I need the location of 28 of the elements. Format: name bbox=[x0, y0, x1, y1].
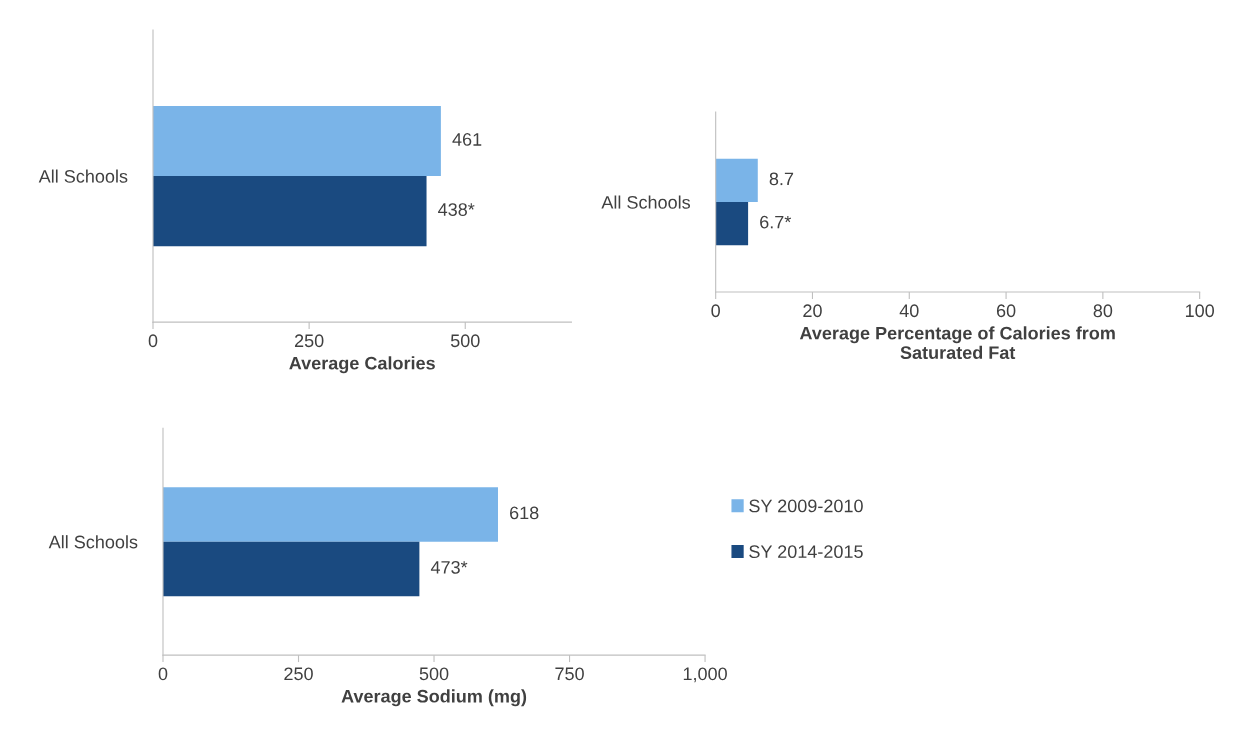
x-tick-label: 60 bbox=[996, 304, 1016, 318]
x-tick-label: 40 bbox=[899, 304, 919, 318]
x-tick-label: 750 bbox=[555, 667, 584, 681]
data-label: 8.7 bbox=[769, 172, 794, 186]
data-label: 473* bbox=[430, 560, 468, 574]
data-label: 6.7* bbox=[760, 215, 792, 229]
x-tick-label: 0 bbox=[711, 304, 720, 318]
x-tick-label: 0 bbox=[158, 667, 168, 681]
x-tick-label: 80 bbox=[1093, 304, 1113, 318]
x-axis-title: Average Sodium (mg) bbox=[341, 689, 527, 707]
data-label: 461 bbox=[452, 133, 482, 146]
data-label: 618 bbox=[510, 506, 539, 520]
x-tick-label: 250 bbox=[294, 334, 324, 348]
x-tick-label: 20 bbox=[803, 304, 822, 318]
x-tick-label: 500 bbox=[419, 667, 449, 681]
x-tick-label: 0 bbox=[148, 334, 158, 348]
legend-label: SY 2009-2010 bbox=[749, 499, 863, 513]
x-axis-title: Average Percentage of Calories from Saturated Fat bbox=[799, 326, 1115, 360]
data-label: 438* bbox=[438, 203, 475, 216]
x-tick-label: 1,000 bbox=[683, 667, 727, 683]
x-tick-label: 500 bbox=[450, 334, 480, 348]
y-tick-label: All Schools bbox=[601, 195, 691, 209]
x-tick-label: 250 bbox=[284, 667, 313, 681]
y-tick-label: All Schools bbox=[38, 169, 128, 183]
x-axis-title: Average Calories bbox=[289, 356, 435, 374]
x-tick-label: 100 bbox=[1185, 304, 1215, 318]
y-tick-label: All Schools bbox=[48, 535, 138, 549]
legend-label: SY 2014-2015 bbox=[749, 545, 863, 559]
